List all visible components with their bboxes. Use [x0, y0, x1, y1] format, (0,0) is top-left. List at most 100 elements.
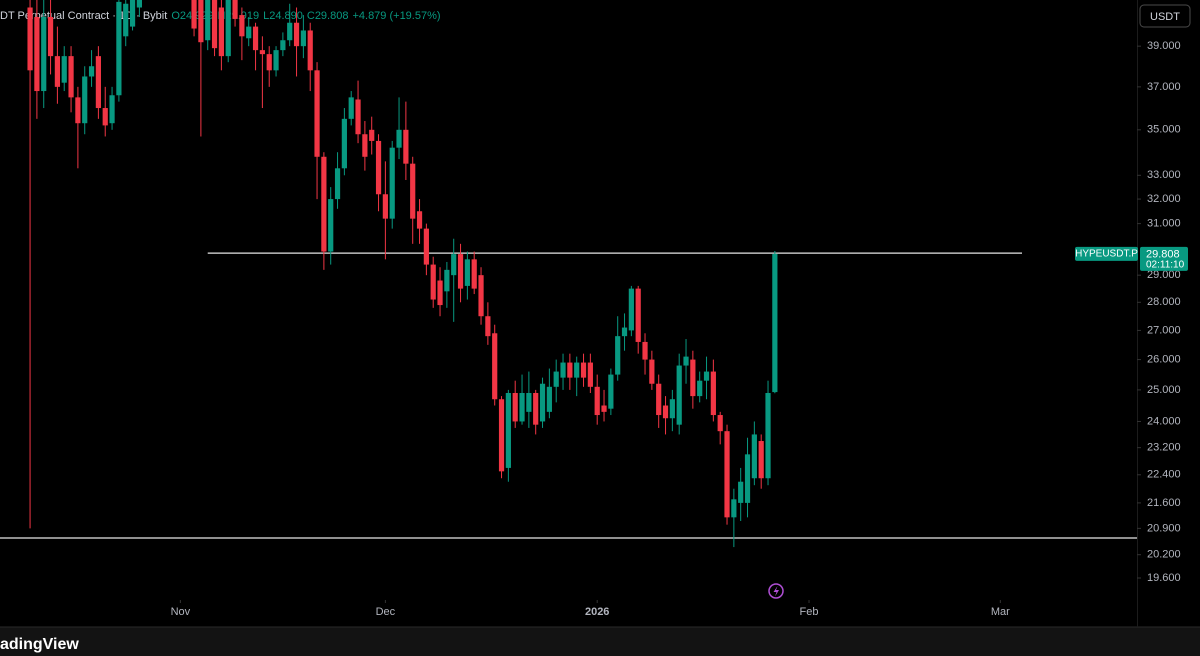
- y-tick-label: 39.000: [1147, 40, 1181, 52]
- candle-body: [464, 259, 470, 286]
- header-item: DT Perpetual Contract · 1D · Bybit: [0, 10, 167, 22]
- candle-body: [587, 362, 593, 387]
- y-tick-label: 35.000: [1147, 124, 1181, 136]
- candle-body: [341, 118, 347, 169]
- candle-body: [54, 56, 60, 87]
- candle-body: [628, 288, 634, 331]
- candle-body: [526, 392, 532, 412]
- event-icon-bolt[interactable]: [773, 586, 780, 597]
- candle-body: [608, 374, 614, 409]
- candle-body: [266, 54, 272, 71]
- candle-body: [437, 280, 443, 306]
- candle-body: [61, 56, 67, 83]
- candle-body: [287, 22, 293, 41]
- candle-body: [430, 264, 436, 300]
- candle-body: [471, 259, 477, 289]
- candle-body: [123, 3, 129, 37]
- candle-body: [259, 50, 265, 55]
- candle-body: [41, 16, 47, 92]
- y-tick-label: 21.600: [1147, 497, 1181, 509]
- candle-body: [601, 405, 607, 412]
- candle-body: [307, 30, 313, 71]
- y-tick-label: 23.200: [1147, 442, 1181, 454]
- candle-body: [772, 253, 778, 393]
- candle-body: [410, 163, 416, 219]
- symbol-tag: HYPEUSDT.P: [1075, 249, 1138, 260]
- candle-body: [205, 0, 211, 41]
- currency-button-frame[interactable]: [1139, 4, 1191, 28]
- candle-body: [246, 26, 252, 39]
- candle-body: [580, 362, 587, 378]
- candle-body: [252, 26, 259, 51]
- y-tick-label: 20.200: [1147, 549, 1181, 561]
- y-tick-label: 31.000: [1147, 218, 1181, 230]
- candle-body: [382, 194, 388, 219]
- candle-body: [669, 399, 675, 419]
- candle-body: [75, 97, 81, 124]
- candle-body: [621, 327, 628, 337]
- candle-body: [300, 30, 306, 47]
- candle-body: [710, 371, 716, 416]
- candle-body: [451, 254, 457, 276]
- currency-button[interactable]: USDT: [1139, 4, 1191, 28]
- event-icon-ring[interactable]: [768, 583, 784, 599]
- candle-body: [731, 499, 737, 518]
- candle-body: [369, 129, 375, 141]
- y-tick-label: 32.000: [1147, 193, 1181, 205]
- candle-body: [519, 392, 525, 422]
- candle-body: [485, 316, 491, 337]
- y-tick-label: 22.400: [1147, 469, 1181, 481]
- x-tick-label: Dec: [376, 606, 396, 618]
- y-tick-label: 33.000: [1147, 169, 1181, 181]
- header-item: L24.890: [263, 10, 303, 22]
- header-item: C29.808: [307, 10, 349, 22]
- last-price-box: [1140, 246, 1188, 271]
- y-tick-label: 37.000: [1147, 81, 1181, 93]
- event-icon[interactable]: [768, 583, 784, 599]
- last-price: 29.808: [1146, 248, 1180, 260]
- x-tick-label: 2026: [585, 606, 609, 618]
- candle-body: [662, 405, 669, 419]
- candle-body: [27, 7, 33, 71]
- candle-body: [656, 383, 662, 416]
- candle-body: [498, 399, 505, 472]
- y-tick-label: 28.000: [1147, 296, 1181, 308]
- candle-body: [635, 288, 641, 342]
- candle-body: [68, 56, 74, 98]
- candle-body: [34, 16, 40, 92]
- candle-body: [334, 168, 341, 200]
- candle-body: [492, 333, 498, 400]
- candle-body: [273, 50, 279, 71]
- brand: adingView: [0, 636, 79, 653]
- countdown: 02:11:10: [1146, 260, 1185, 271]
- plot-area: [0, 0, 1137, 548]
- y-tick-label: 26.000: [1147, 353, 1181, 365]
- y-tick-label: 24.000: [1147, 415, 1181, 427]
- candle-body: [560, 362, 566, 378]
- candle-body: [512, 392, 518, 422]
- candle-body: [116, 1, 122, 96]
- candle-body: [403, 129, 409, 164]
- candle-body: [539, 383, 546, 422]
- candle-body: [280, 40, 286, 51]
- candle-body: [218, 7, 224, 57]
- y-tick-label: 20.900: [1147, 522, 1181, 534]
- currency-label[interactable]: USDT: [1150, 11, 1180, 23]
- candle-body: [191, 0, 197, 29]
- candle-body: [533, 392, 539, 425]
- candle-body: [717, 415, 723, 432]
- candle-body: [95, 56, 101, 109]
- candle-body: [615, 336, 621, 375]
- candle-body: [594, 386, 600, 416]
- candle-body: [416, 211, 423, 229]
- candle-body: [375, 140, 382, 195]
- candle-body: [423, 228, 429, 265]
- candle-body: [457, 254, 464, 289]
- candle-body: [314, 70, 320, 157]
- candle-body: [690, 359, 696, 397]
- footer-bar: [0, 627, 1200, 656]
- candle-body: [478, 275, 484, 317]
- candle-body: [738, 481, 744, 503]
